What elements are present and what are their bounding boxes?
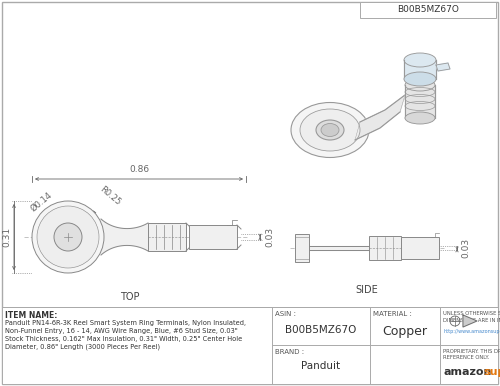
Bar (189, 225, 237, 249)
Text: Panduit: Panduit (302, 361, 341, 371)
Bar (401, 237, 439, 259)
Text: PROPRIETARY. THIS DRAWING PROVIDED FOR: PROPRIETARY. THIS DRAWING PROVIDED FOR (443, 349, 500, 354)
Text: SIDE: SIDE (356, 285, 378, 295)
Ellipse shape (291, 103, 369, 157)
Circle shape (37, 206, 99, 268)
Text: BRAND :: BRAND : (275, 349, 304, 355)
Text: ITEM NAME:: ITEM NAME: (5, 311, 58, 320)
Text: TOP: TOP (120, 292, 140, 302)
Text: 0.03: 0.03 (461, 238, 470, 258)
Polygon shape (405, 85, 435, 118)
Text: REFERENCE ONLY.: REFERENCE ONLY. (443, 355, 489, 360)
Polygon shape (355, 95, 405, 140)
Text: amazon: amazon (443, 367, 492, 377)
Text: MATERIAL :: MATERIAL : (373, 311, 412, 317)
Text: supply: supply (483, 367, 500, 377)
Ellipse shape (405, 112, 435, 124)
Ellipse shape (321, 124, 339, 137)
Text: 0.03: 0.03 (265, 227, 274, 247)
Text: R0.25: R0.25 (98, 185, 122, 207)
Circle shape (54, 223, 82, 251)
Text: http://www.amazonsupply.com: http://www.amazonsupply.com (443, 329, 500, 334)
Text: Non-Funnel Entry, 16 - 14, AWG Wire Range, Blue, #6 Stud Size, 0.03": Non-Funnel Entry, 16 - 14, AWG Wire Rang… (5, 328, 238, 334)
Text: Stock Thickness, 0.162" Max Insulation, 0.31" Width, 0.25" Center Hole: Stock Thickness, 0.162" Max Insulation, … (5, 336, 242, 342)
Text: 0.86: 0.86 (129, 165, 149, 174)
Ellipse shape (300, 109, 360, 151)
Text: B00B5MZ67O: B00B5MZ67O (286, 325, 356, 335)
Text: ASIN :: ASIN : (275, 311, 296, 317)
Bar (2, 307, 498, 384)
Text: DIMENSIONS ARE IN INCHES: DIMENSIONS ARE IN INCHES (443, 318, 500, 323)
Text: Panduit PN14-6R-3K Reel Smart System Ring Terminals, Nylon Insulated,: Panduit PN14-6R-3K Reel Smart System Rin… (5, 320, 246, 326)
Text: Ø0.14: Ø0.14 (29, 190, 54, 213)
Polygon shape (309, 246, 369, 250)
Ellipse shape (405, 79, 435, 91)
Text: 0.31: 0.31 (2, 227, 11, 247)
Bar (369, 236, 401, 260)
Text: Diameter, 0.86" Length (3000 Pieces Per Reel): Diameter, 0.86" Length (3000 Pieces Per … (5, 344, 160, 350)
Text: Copper: Copper (382, 325, 428, 338)
Bar (295, 234, 309, 262)
Ellipse shape (404, 72, 436, 86)
Polygon shape (463, 315, 477, 327)
Ellipse shape (316, 120, 344, 140)
Bar (360, 2, 496, 18)
Polygon shape (101, 219, 148, 255)
Bar (148, 223, 186, 251)
Polygon shape (436, 63, 450, 71)
Text: B00B5MZ67O: B00B5MZ67O (397, 5, 459, 15)
Circle shape (32, 201, 104, 273)
Polygon shape (404, 60, 436, 79)
Ellipse shape (404, 53, 436, 67)
Text: UNLESS OTHERWISE SPEC'IED: UNLESS OTHERWISE SPEC'IED (443, 311, 500, 316)
